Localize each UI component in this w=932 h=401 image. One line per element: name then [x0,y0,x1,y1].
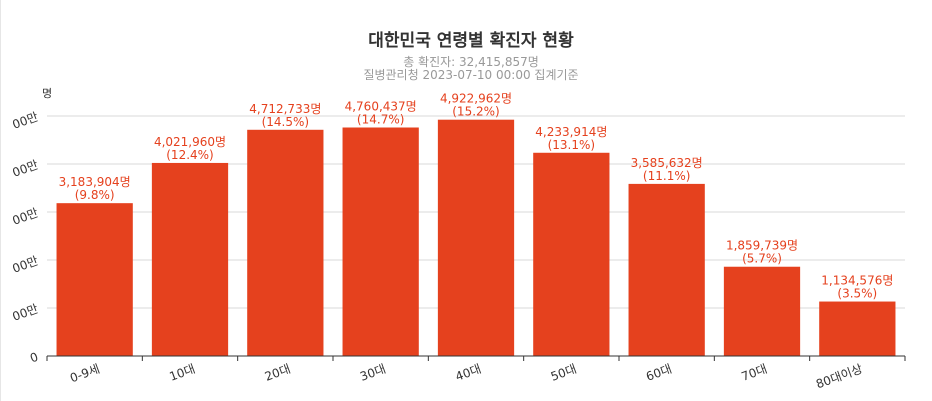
x-tick-label: 10대 [168,362,198,384]
bar-percent-label: (12.4%) [166,148,213,162]
bar-percent-label: (9.8%) [75,188,115,202]
y-tick-label: 00만 [11,110,41,132]
bars [56,119,896,357]
y-axis-unit-label: 명 [42,87,52,100]
y-axis-ticks: 0 00만 00만 00만 00만 00만 [11,110,41,366]
chart-subtitle-source: 질병관리청 2023-07-10 00:00 집계기준 [363,68,578,82]
x-tick-label: 30대 [358,362,388,384]
x-tick-label: 50대 [549,362,579,384]
bar[interactable] [151,162,229,356]
bar[interactable] [628,183,705,356]
bar-percent-label: (5.7%) [742,252,782,266]
bar-percent-label: (3.5%) [837,287,877,301]
x-tick-label: 0-9세 [68,362,102,386]
bar[interactable] [533,152,610,356]
x-tick-label: 80대이상 [814,362,864,392]
bar[interactable] [819,301,896,356]
y-tick-label: 00만 [11,302,41,324]
y-tick-label: 00만 [11,206,41,228]
y-tick-label: 0 [28,350,40,366]
bar[interactable] [56,203,133,356]
bar-percent-label: (15.2%) [452,105,499,119]
bar[interactable] [247,129,324,356]
bar-percent-label: (14.7%) [357,112,404,126]
x-tick-label: 20대 [263,362,293,384]
y-tick-label: 00만 [11,158,41,180]
bar-value-label: 1,134,576명 [821,274,893,288]
chart-title: 대한민국 연령별 확진자 현황 [368,30,574,51]
y-tick-label: 00만 [11,254,41,276]
bar-value-label: 4,233,914명 [535,125,607,139]
bar-value-label: 4,712,733명 [249,102,321,116]
x-axis-ticks: 0-9세 10대 20대 30대 40대 50대 60대 70대 80대이상 [68,362,864,392]
bar-percent-label: (11.1%) [643,169,690,183]
bar[interactable] [723,266,801,356]
bar-value-label: 3,183,904명 [59,175,131,189]
bar-value-label: 3,585,632명 [631,156,703,170]
x-axis [46,355,906,361]
x-tick-label: 60대 [644,362,674,384]
bar-percent-label: (14.5%) [262,115,309,129]
bar-value-label: 4,021,960명 [154,135,226,149]
bar-value-label: 1,859,739명 [726,239,798,253]
x-tick-label: 40대 [454,362,484,384]
bar[interactable] [342,127,419,356]
bar-percent-label: (13.1%) [548,138,595,152]
bar-value-label: 4,760,437명 [345,99,417,113]
bar[interactable] [437,119,515,357]
data-labels: 3,183,904명(9.8%) 4,021,960명(12.4%) 4,712,7… [59,92,894,301]
chart-subtitle-total: 총 확진자: 32,415,857명 [403,55,539,69]
bar-value-label: 4,922,962명 [440,92,512,106]
x-tick-label: 70대 [740,362,770,384]
